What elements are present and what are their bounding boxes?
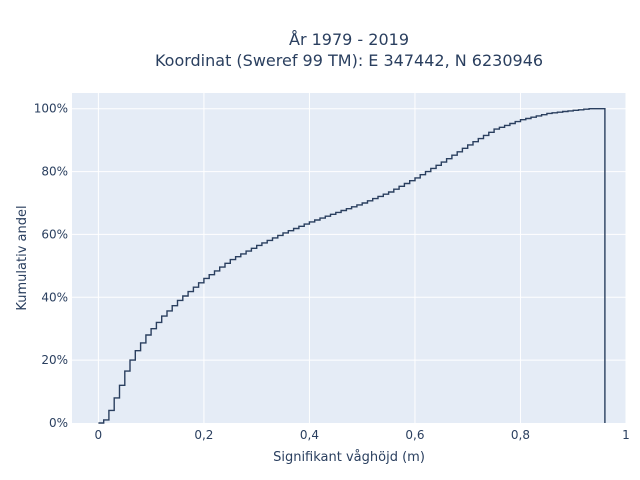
y-tick-label: 60%: [41, 227, 68, 241]
gridlines: [72, 93, 627, 423]
x-axis-ticks: 0 0,2 0,4 0,6 0,8 1: [95, 428, 630, 442]
x-tick-label: 0: [95, 428, 103, 442]
y-axis-title: Kumulativ andel: [15, 205, 30, 310]
y-axis-ticks: 0% 20% 40% 60% 80% 100%: [34, 102, 68, 430]
chart-title-line2: Koordinat (Sweref 99 TM): E 347442, N 62…: [155, 51, 543, 70]
y-tick-label: 40%: [41, 290, 68, 304]
y-tick-label: 20%: [41, 353, 68, 367]
y-tick-label: 100%: [34, 102, 68, 116]
x-tick-label: 0,6: [405, 428, 424, 442]
series-group: [98, 108, 606, 424]
y-tick-label: 80%: [41, 165, 68, 179]
y-tick-label: 0%: [49, 416, 68, 430]
x-tick-label: 0,4: [300, 428, 319, 442]
x-axis-title: Signifikant våghöjd (m): [273, 450, 425, 465]
x-tick-label: 0,2: [194, 428, 213, 442]
plot-area: [72, 93, 626, 423]
cumulative-step-line: [98, 108, 606, 424]
x-tick-label: 1: [622, 428, 630, 442]
chart-title-line1: År 1979 - 2019: [289, 30, 409, 49]
x-tick-label: 0,8: [511, 428, 530, 442]
